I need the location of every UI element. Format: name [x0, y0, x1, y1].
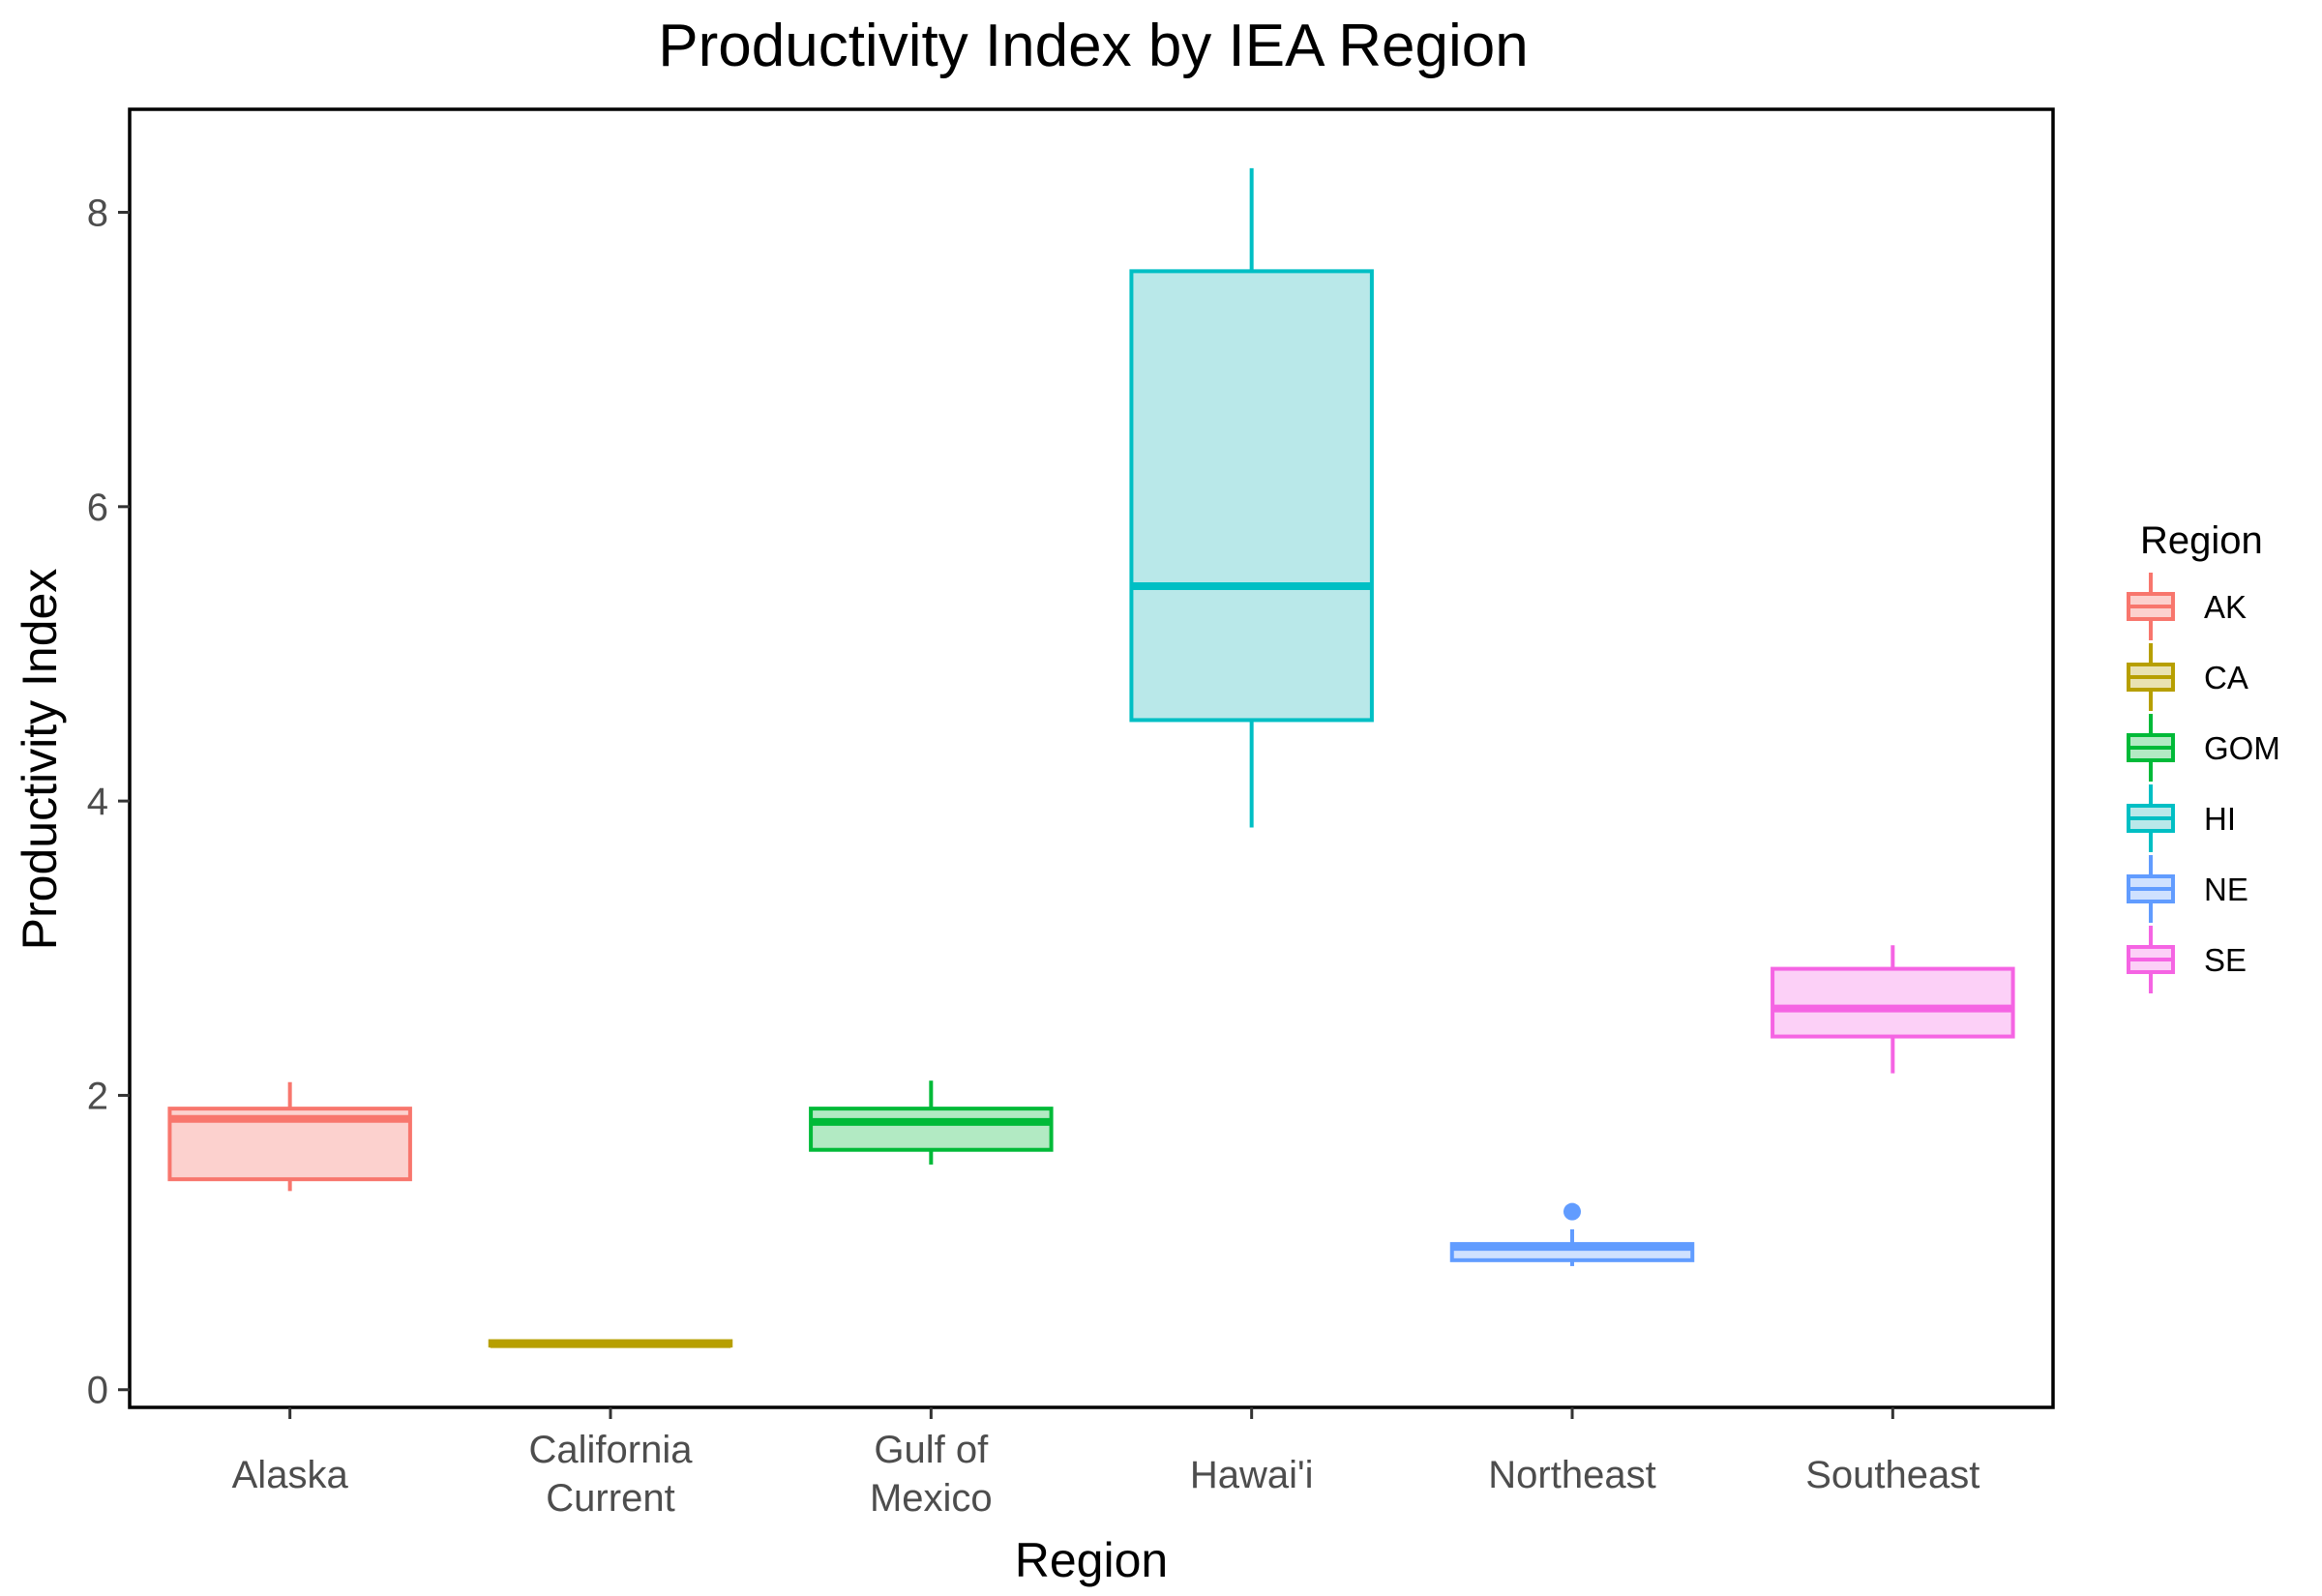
box-ak: [167, 1081, 412, 1192]
x-axis: Alaska California Current Gulf of Mexico Hawa…: [232, 1407, 1980, 1520]
box-ne: [1449, 1202, 1695, 1266]
legend: Region AK CA GOM HI NE SE: [2127, 519, 2280, 993]
iqr-box: [1771, 966, 2015, 1039]
box-hi: [1129, 167, 1374, 828]
legend-label: AK: [2204, 589, 2247, 625]
y-axis: 0 2 4 6 8: [87, 192, 130, 1412]
x-tick-label: Hawai'i: [1190, 1454, 1314, 1496]
y-tick-label: 6: [87, 487, 108, 529]
legend-title: Region: [2140, 519, 2263, 562]
y-tick-label: 2: [87, 1075, 108, 1117]
box-gom: [809, 1080, 1054, 1165]
outlier-point: [1563, 1202, 1581, 1221]
x-tick-label: California: [529, 1429, 694, 1471]
legend-item-ca: CA: [2127, 643, 2248, 711]
legend-item-hi: HI: [2127, 784, 2236, 852]
iqr-box: [1129, 269, 1374, 723]
legend-item-ak: AK: [2127, 573, 2247, 640]
plot-boxes: [167, 167, 2015, 1348]
legend-label: HI: [2204, 801, 2236, 837]
x-tick-label: Southeast: [1805, 1454, 1980, 1496]
legend-label: SE: [2204, 942, 2247, 978]
x-tick-label: Current: [546, 1477, 674, 1520]
legend-label: GOM: [2204, 730, 2280, 766]
y-tick-label: 0: [87, 1370, 108, 1412]
legend-item-se: SE: [2127, 926, 2247, 993]
x-axis-title: Region: [1015, 1533, 1168, 1587]
box-se: [1771, 945, 2015, 1074]
iqr-box: [809, 1107, 1054, 1152]
y-axis-title: Productivity Index: [13, 569, 67, 951]
legend-item-gom: GOM: [2127, 714, 2280, 782]
y-tick-label: 8: [87, 192, 108, 235]
y-tick-label: 4: [87, 781, 108, 823]
box-ca: [488, 1339, 733, 1348]
legend-label: CA: [2204, 660, 2248, 695]
plot-panel-border: [128, 107, 2055, 1409]
x-tick-label: Northeast: [1488, 1454, 1655, 1496]
x-tick-label: Alaska: [232, 1454, 349, 1496]
legend-item-ne: NE: [2127, 855, 2248, 923]
x-tick-label: Gulf of: [874, 1429, 989, 1471]
legend-items: AK CA GOM HI NE SE: [2127, 573, 2280, 993]
legend-label: NE: [2204, 872, 2248, 907]
chart-title: Productivity Index by IEA Region: [658, 13, 1528, 79]
x-tick-label: Mexico: [870, 1477, 993, 1520]
